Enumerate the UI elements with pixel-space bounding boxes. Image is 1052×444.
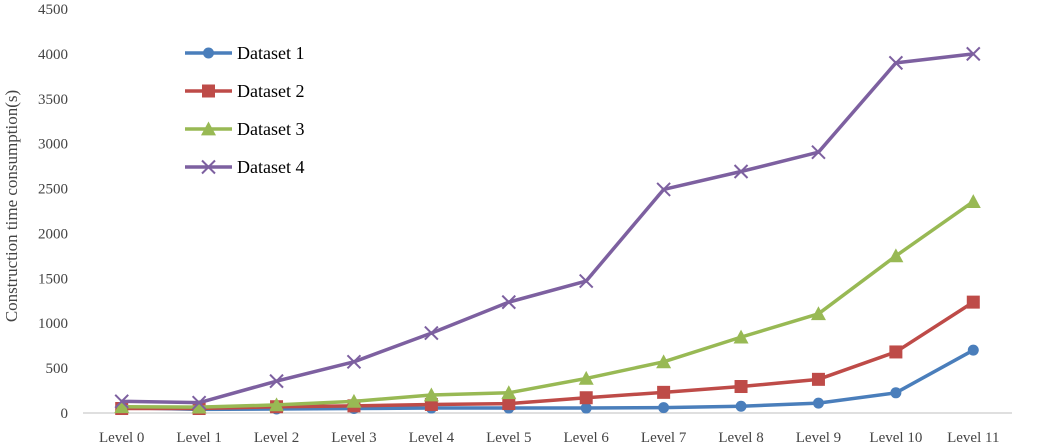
x-tick-label: Level 9 — [796, 430, 841, 444]
data-point — [965, 194, 981, 208]
x-tick-label: Level 7 — [641, 430, 687, 444]
axes: 0 500 1000 1500 2000 2500 3000 3500 4000 4500 Leve… — [2, 2, 1012, 444]
data-point — [423, 387, 439, 402]
data-point — [658, 402, 670, 414]
data-point — [580, 402, 592, 414]
y-tick-label: 2000 — [38, 226, 68, 242]
x-tick-label: Level 2 — [254, 430, 299, 444]
x-tick-label: Level 5 — [486, 430, 531, 444]
data-point — [967, 344, 979, 356]
data-point — [114, 394, 129, 409]
series-line — [121, 300, 975, 411]
legend-entry: Dataset 4 — [185, 157, 304, 177]
data-point — [733, 164, 749, 179]
y-tick-label: 1500 — [38, 271, 68, 287]
data-point — [734, 380, 748, 394]
data-point — [269, 397, 285, 412]
data-point — [269, 373, 284, 389]
y-tick-label: 3500 — [38, 92, 68, 108]
y-tick-label: 3000 — [38, 137, 68, 153]
x-tick-label: Level 3 — [331, 430, 376, 444]
data-point — [812, 397, 824, 409]
series-line — [121, 348, 975, 412]
legend-marker — [201, 121, 216, 136]
legend-marker — [202, 84, 215, 98]
data-point — [966, 46, 981, 62]
data-point — [114, 399, 130, 414]
y-axis-title: Construction time consumption(s) — [2, 90, 21, 322]
legend-label: Dataset 2 — [237, 81, 304, 101]
data-point — [888, 55, 904, 71]
data-point — [811, 372, 825, 386]
legend-marker — [203, 47, 214, 59]
legend-label: Dataset 1 — [237, 43, 304, 63]
y-tick-label: 1000 — [38, 316, 68, 332]
data-point — [656, 182, 671, 197]
y-tick-label: 500 — [46, 361, 69, 377]
legend-entry: Dataset 2 — [185, 81, 304, 101]
data-point — [501, 294, 516, 310]
data-point — [191, 399, 207, 414]
data-point — [346, 354, 362, 370]
series-line — [121, 52, 974, 405]
data-point — [501, 385, 517, 400]
data-point — [810, 306, 826, 321]
series-4 — [114, 46, 981, 410]
x-tick-label: Level 10 — [869, 430, 922, 444]
y-tick-label: 4000 — [38, 47, 68, 63]
legend-marker — [201, 159, 216, 175]
data-point — [735, 400, 747, 412]
data-point — [656, 354, 672, 369]
legend: Dataset 1 Dataset 2 Dataset 3 Dataset 4 — [185, 43, 304, 177]
x-tick-label: Level 11 — [947, 430, 999, 444]
series-line — [121, 200, 975, 409]
series-3 — [114, 194, 981, 414]
data-point — [889, 345, 903, 359]
data-point — [346, 393, 362, 408]
y-tick-label: 0 — [61, 406, 69, 422]
x-tick-label: Level 6 — [564, 430, 610, 444]
y-tick-label: 4500 — [38, 2, 68, 18]
legend-label: Dataset 3 — [237, 119, 304, 139]
data-point — [502, 397, 516, 411]
data-point — [811, 144, 826, 160]
data-point — [579, 273, 594, 289]
x-tick-label: Level 8 — [718, 430, 763, 444]
x-tick-label: Level 0 — [99, 430, 144, 444]
x-tick-label: Level 1 — [176, 430, 221, 444]
data-point — [424, 325, 439, 341]
data-point — [888, 248, 904, 263]
data-point — [579, 391, 593, 405]
data-point — [657, 385, 671, 399]
legend-entry: Dataset 3 — [185, 119, 304, 139]
y-tick-label: 2500 — [38, 182, 68, 198]
data-point — [191, 395, 207, 410]
data-point — [966, 295, 980, 309]
data-point — [578, 370, 594, 385]
legend-label: Dataset 4 — [237, 157, 304, 177]
x-tick-label: Level 4 — [409, 430, 455, 444]
series-group — [114, 46, 981, 416]
legend-entry: Dataset 1 — [185, 43, 304, 63]
data-point — [733, 329, 749, 344]
series-2 — [115, 295, 980, 416]
data-point — [890, 387, 902, 399]
